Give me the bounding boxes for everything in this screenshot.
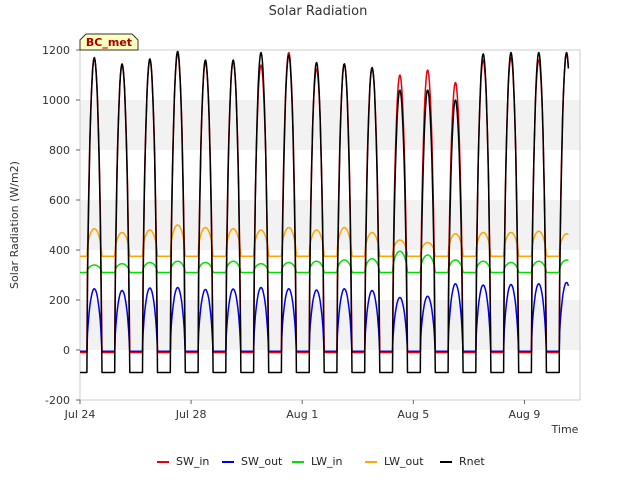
plot-bands bbox=[80, 100, 580, 350]
x-tick-label: Jul 24 bbox=[64, 408, 96, 421]
y-tick-label: 200 bbox=[49, 294, 70, 307]
chart-title: Solar Radiation bbox=[269, 4, 368, 19]
y-axis: -200 0 200 400 600 800 1000 1200 bbox=[42, 44, 80, 407]
series-line-lw-out bbox=[79, 224, 569, 258]
y-axis-title: Solar Radiation (W/m2) bbox=[8, 161, 21, 289]
y-tick-label: 400 bbox=[49, 244, 70, 257]
y-tick-label: -200 bbox=[45, 394, 70, 407]
y-tick-label: 600 bbox=[49, 194, 70, 207]
legend-label-rnet: Rnet bbox=[459, 455, 485, 468]
x-tick-label: Aug 5 bbox=[397, 408, 429, 421]
badge-box bbox=[79, 33, 139, 51]
x-tick-label: Aug 1 bbox=[286, 408, 318, 421]
legend-label-lw-out: LW_out bbox=[384, 455, 424, 468]
series-line-lw-in bbox=[79, 250, 569, 274]
grid-band bbox=[80, 200, 580, 250]
badge-label: BC_met bbox=[86, 36, 132, 49]
grid-band bbox=[80, 100, 580, 150]
plot-frame bbox=[79, 49, 581, 401]
y-tick-label: 0 bbox=[63, 344, 70, 357]
y-tick-label: 800 bbox=[49, 144, 70, 157]
x-tick-label: Aug 9 bbox=[508, 408, 540, 421]
x-axis: Jul 24 Jul 28 Aug 1 Aug 5 Aug 9 bbox=[64, 400, 540, 421]
station-badge: BC_met bbox=[79, 33, 139, 51]
x-tick-label: Jul 28 bbox=[175, 408, 207, 421]
x-axis-title: Time bbox=[551, 423, 579, 436]
grid-band bbox=[80, 300, 580, 350]
series-line-rnet bbox=[79, 50, 570, 374]
legend-label-sw-in: SW_in bbox=[176, 455, 209, 468]
legend-label-sw-out: SW_out bbox=[241, 455, 283, 468]
y-tick-label: 1200 bbox=[42, 44, 70, 57]
series-layer bbox=[79, 50, 570, 374]
y-tick-label: 1000 bbox=[42, 94, 70, 107]
legend-label-lw-in: LW_in bbox=[311, 455, 343, 468]
legend: SW_in SW_out LW_in LW_out Rnet bbox=[157, 455, 485, 468]
